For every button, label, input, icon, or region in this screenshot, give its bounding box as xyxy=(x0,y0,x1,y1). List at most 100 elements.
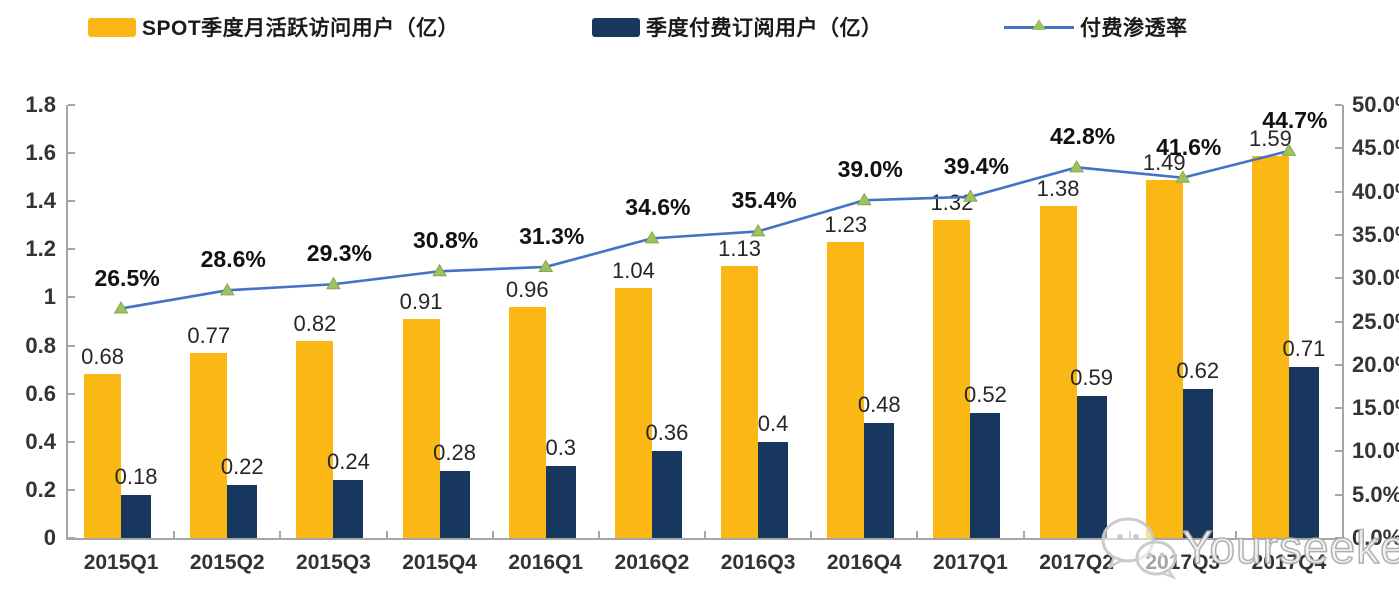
subscribers-bar xyxy=(864,422,895,538)
left-axis-tick-label: 0.6 xyxy=(25,380,56,406)
x-axis-tick xyxy=(1022,531,1025,538)
y-axis-left-tick xyxy=(68,537,75,539)
penetration-value-label: 29.3% xyxy=(306,240,373,267)
right-axis-tick-label: 0.0% xyxy=(1352,525,1399,550)
x-axis-label: 2017Q1 xyxy=(933,551,1008,574)
x-axis-label: 2016Q4 xyxy=(826,551,902,574)
mau-bar xyxy=(190,352,228,538)
y-axis-right-tick xyxy=(1335,407,1342,410)
mau-value-label: 0.91 xyxy=(399,289,443,315)
penetration-value-label: 39.4% xyxy=(943,152,1010,179)
x-axis-tick xyxy=(385,531,388,538)
y-axis-right-tick xyxy=(1335,363,1342,366)
right-axis-tick-label: 25.0% xyxy=(1352,308,1399,334)
mau-value-label: 1.32 xyxy=(930,190,974,216)
subscribers-bar xyxy=(439,470,470,538)
subscribers-value-label: 0.24 xyxy=(326,449,370,475)
mau-value-label: 1.23 xyxy=(824,212,868,238)
penetration-point-marker xyxy=(326,276,341,290)
subscribers-value-label: 0.28 xyxy=(433,439,476,465)
x-axis-label: 2016Q3 xyxy=(720,551,796,574)
right-axis-tick-label: 5.0% xyxy=(1352,481,1399,507)
y-axis-right-tick xyxy=(1335,493,1342,496)
y-axis-right-tick xyxy=(1335,147,1342,150)
mau-bar xyxy=(402,319,440,538)
mau-value-label: 0.77 xyxy=(187,322,231,348)
penetration-value-label: 34.6% xyxy=(625,194,691,221)
subscribers-bar xyxy=(1288,367,1319,538)
right-axis-tick-label: 20.0% xyxy=(1352,351,1399,377)
mau-bar xyxy=(933,220,971,538)
left-axis-tick-label: 0.8 xyxy=(25,332,56,358)
subscribers-bar xyxy=(227,485,258,538)
y-axis-right-tick xyxy=(1335,450,1342,453)
penetration-value-label: 35.4% xyxy=(731,187,797,214)
penetration-value-label: 39.0% xyxy=(837,156,903,183)
penetration-value-label: 30.8% xyxy=(412,227,479,254)
legend-label-subscribers: 季度付费订阅用户（亿） xyxy=(646,17,883,40)
penetration-value-label: 44.7% xyxy=(1262,106,1328,133)
penetration-value-label: 26.5% xyxy=(94,264,160,291)
left-axis-tick-label: 1 xyxy=(43,284,56,310)
penetration-point-marker xyxy=(856,192,872,206)
y-axis-left-line xyxy=(66,105,68,540)
legend-item-subscribers: 季度付费订阅用户（亿） xyxy=(592,14,883,40)
left-axis-tick-label: 1.4 xyxy=(25,188,56,214)
mau-value-label: 0.96 xyxy=(505,277,549,303)
watermark-text: Yourseeker xyxy=(1181,520,1399,574)
subscribers-bar xyxy=(758,441,789,538)
y-axis-left-tick xyxy=(68,152,75,155)
wechat-icon xyxy=(1101,517,1177,580)
mau-bar xyxy=(508,307,546,538)
mau-value-label: 0.68 xyxy=(81,344,124,370)
penetration-point-marker xyxy=(538,259,554,272)
y-axis-right-tick xyxy=(1335,104,1342,106)
subscribers-legend-swatch-icon xyxy=(592,17,640,37)
x-axis-tick xyxy=(704,531,706,538)
mau-legend-swatch-icon xyxy=(88,17,136,37)
penetration-value-label: 28.6% xyxy=(200,246,266,273)
y-axis-right-tick xyxy=(1335,277,1342,280)
y-axis-left-tick xyxy=(68,440,75,443)
subscribers-bar xyxy=(651,451,682,538)
legend-item-penetration: 付费渗透率 xyxy=(1004,14,1188,40)
subscribers-bar xyxy=(1182,388,1213,538)
watermark: Yourseeker xyxy=(1098,512,1399,582)
subscribers-value-label: 0.48 xyxy=(857,391,901,417)
mau-bar xyxy=(827,242,865,538)
x-axis-label: 2017Q2 xyxy=(1039,551,1114,574)
x-axis-tick xyxy=(597,531,600,538)
penetration-point-marker xyxy=(1069,159,1084,173)
y-axis-right-tick xyxy=(1335,190,1342,193)
y-axis-left-tick xyxy=(68,488,75,491)
y-axis-right-line xyxy=(1342,105,1344,540)
y-axis-right-tick xyxy=(1335,233,1342,236)
subscribers-bar xyxy=(1076,396,1107,538)
x-axis-tick xyxy=(916,531,919,538)
left-axis-tick-label: 1.2 xyxy=(25,236,56,262)
mau-bar xyxy=(296,340,334,538)
subscribers-value-label: 0.71 xyxy=(1282,336,1326,362)
subscribers-bar xyxy=(970,412,1001,538)
x-axis-tick xyxy=(279,531,282,538)
mau-bar xyxy=(84,374,122,538)
legend-label-mau: SPOT季度月活跃访问用户（亿） xyxy=(142,17,460,40)
left-axis-tick-label: 1.8 xyxy=(25,92,56,117)
left-axis-tick-label: 0.4 xyxy=(25,428,56,454)
mau-value-label: 0.82 xyxy=(293,310,337,336)
x-axis-tick xyxy=(1234,531,1237,538)
subscribers-value-label: 0.22 xyxy=(220,454,264,480)
subscribers-value-label: 0.52 xyxy=(963,381,1007,407)
x-axis-label: 2015Q4 xyxy=(402,551,477,574)
x-axis-tick xyxy=(810,531,813,538)
right-axis-tick-label: 30.0% xyxy=(1352,265,1399,291)
right-axis-tick-label: 40.0% xyxy=(1352,178,1399,204)
penetration-point-marker xyxy=(644,230,660,244)
penetration-value-label: 42.8% xyxy=(1049,123,1116,150)
x-axis-tick xyxy=(491,531,494,538)
mau-bar xyxy=(721,266,759,538)
penetration-point-marker xyxy=(219,282,235,296)
legend-item-mau: SPOT季度月活跃访问用户（亿） xyxy=(88,14,459,40)
penetration-line xyxy=(120,149,1290,310)
